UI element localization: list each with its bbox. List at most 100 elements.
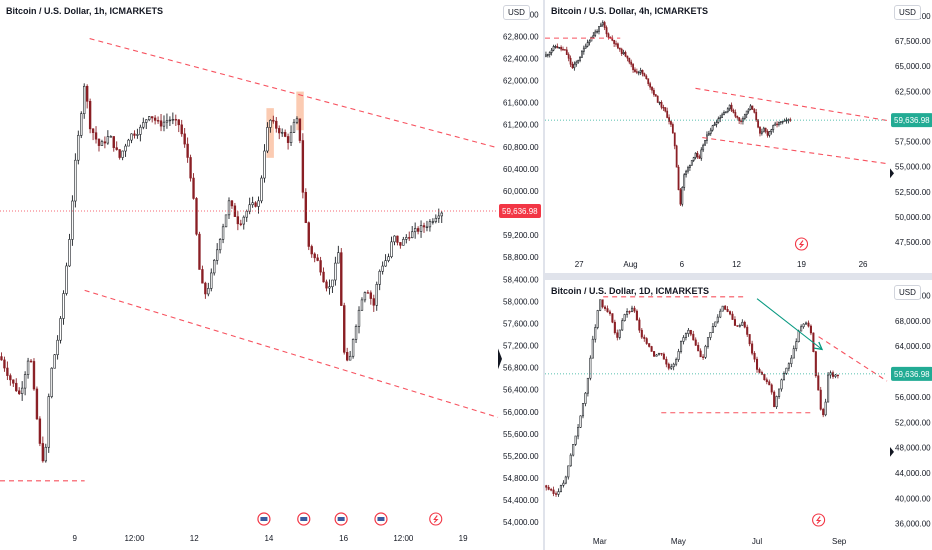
candle-body xyxy=(41,443,45,462)
candle-body xyxy=(736,325,739,327)
candle-body xyxy=(579,57,581,61)
candle-body xyxy=(130,133,133,141)
pane-divider-vertical[interactable] xyxy=(543,0,545,550)
y-tick-label: 52,500.00 xyxy=(895,188,931,197)
pane-divider-horizontal[interactable] xyxy=(545,273,932,280)
y-tick-label: 60,800.00 xyxy=(503,143,539,152)
candle-body xyxy=(245,211,248,218)
candle-body xyxy=(558,46,561,49)
event-flag-icon xyxy=(377,517,385,521)
candle-body xyxy=(337,252,340,264)
candle-body xyxy=(618,47,621,50)
candle-body xyxy=(673,132,676,147)
candle-body xyxy=(569,454,572,467)
candle-body xyxy=(6,367,9,376)
trend-line-dashed xyxy=(818,336,888,382)
candle-body xyxy=(586,377,589,394)
chart-pane-4h[interactable]: 47,500.00 50,000.00 52,500.00 55,000.00 57,5… xyxy=(545,0,932,273)
candle-body xyxy=(563,49,566,51)
candle-body xyxy=(428,221,432,228)
y-tick-label: 57,600.00 xyxy=(503,319,539,328)
candle-body xyxy=(260,177,263,202)
last-price-badge xyxy=(499,204,541,219)
candle-body xyxy=(714,321,717,327)
trend-line-dashed xyxy=(702,136,888,165)
y-tick-label: 62,000.00 xyxy=(503,77,539,86)
candle-body xyxy=(210,272,213,289)
candle-body xyxy=(289,132,293,143)
chart-1h-svg[interactable]: 54,000.00 54,400.00 54,800.00 55,200.00 55,6… xyxy=(0,0,543,550)
candle-body xyxy=(736,115,739,118)
candle-body xyxy=(112,136,115,148)
candle-body xyxy=(44,446,47,462)
candle-body xyxy=(254,202,257,207)
candle-body xyxy=(577,427,580,437)
candle-body xyxy=(562,48,564,51)
candle-body xyxy=(278,128,281,134)
chart-title: Bitcoin / U.S. Dollar, 1D, ICMARKETS xyxy=(551,286,710,296)
candle-body xyxy=(699,350,702,358)
x-tick-label: Mar xyxy=(593,537,607,546)
chart-pane-1d[interactable]: 36,000.00 40,000.00 44,000.00 48,000.00 52,0… xyxy=(545,280,932,550)
candle-body xyxy=(115,147,118,150)
candle-body xyxy=(753,109,756,113)
candle-body xyxy=(62,293,65,319)
chart-pane-1h[interactable]: 54,000.00 54,400.00 54,800.00 55,200.00 55,6… xyxy=(0,0,543,550)
candle-body xyxy=(230,200,234,207)
chart-4h-svg[interactable]: 47,500.00 50,000.00 52,500.00 55,000.00 57,5… xyxy=(545,0,932,273)
candle-body xyxy=(560,46,563,50)
candle-body xyxy=(697,344,700,352)
candle-body xyxy=(773,391,776,408)
candle-body xyxy=(313,253,316,259)
candle-body xyxy=(692,333,695,341)
candle-body xyxy=(94,132,98,140)
candle-body xyxy=(780,379,783,390)
axis-marker xyxy=(890,168,894,179)
candle-body xyxy=(671,124,674,134)
lightning-icon xyxy=(798,240,805,248)
y-tick-label: 54,000.00 xyxy=(503,518,539,527)
candle-body xyxy=(795,341,798,350)
candle-body xyxy=(20,387,24,394)
candle-body xyxy=(91,128,95,133)
candle-body xyxy=(807,322,810,327)
candle-body xyxy=(266,127,269,152)
x-tick-label: 9 xyxy=(72,534,77,543)
candle-body xyxy=(372,298,375,306)
candle-body xyxy=(704,140,706,146)
y-tick-label: 59,200.00 xyxy=(503,231,539,240)
chart-1d-svg[interactable]: 36,000.00 40,000.00 44,000.00 48,000.00 52,0… xyxy=(545,280,932,550)
candle-body xyxy=(584,392,587,404)
x-tick-label: 27 xyxy=(575,260,584,269)
y-tick-label: 56,800.00 xyxy=(503,364,539,373)
candle-body xyxy=(643,73,646,77)
candle-body xyxy=(648,343,651,347)
candle-body xyxy=(658,101,661,104)
event-flag-icon xyxy=(337,517,345,521)
candle-body xyxy=(763,373,766,381)
currency-button[interactable]: USD xyxy=(894,5,921,20)
candle-body xyxy=(827,374,830,403)
candle-body xyxy=(165,120,169,123)
candle-body xyxy=(207,288,210,295)
candle-body xyxy=(733,319,736,326)
currency-button[interactable]: USD xyxy=(894,285,921,300)
x-tick-label: 12:00 xyxy=(124,534,145,543)
candle-body xyxy=(640,329,643,338)
chart-title: Bitcoin / U.S. Dollar, 4h, ICMARKETS xyxy=(551,6,709,16)
candle-body xyxy=(171,119,175,121)
candle-body xyxy=(800,326,803,332)
candle-body xyxy=(660,352,663,355)
candle-body xyxy=(68,239,71,267)
candle-body xyxy=(734,112,737,117)
candle-body xyxy=(546,54,549,56)
candle-body xyxy=(582,47,585,52)
candle-body xyxy=(168,119,172,122)
candle-body xyxy=(363,292,367,301)
candle-body xyxy=(547,486,550,490)
candle-body xyxy=(204,282,207,295)
candle-body xyxy=(286,136,290,143)
candle-body xyxy=(565,49,568,55)
candle-body xyxy=(85,85,89,102)
currency-button[interactable]: USD xyxy=(503,5,530,20)
